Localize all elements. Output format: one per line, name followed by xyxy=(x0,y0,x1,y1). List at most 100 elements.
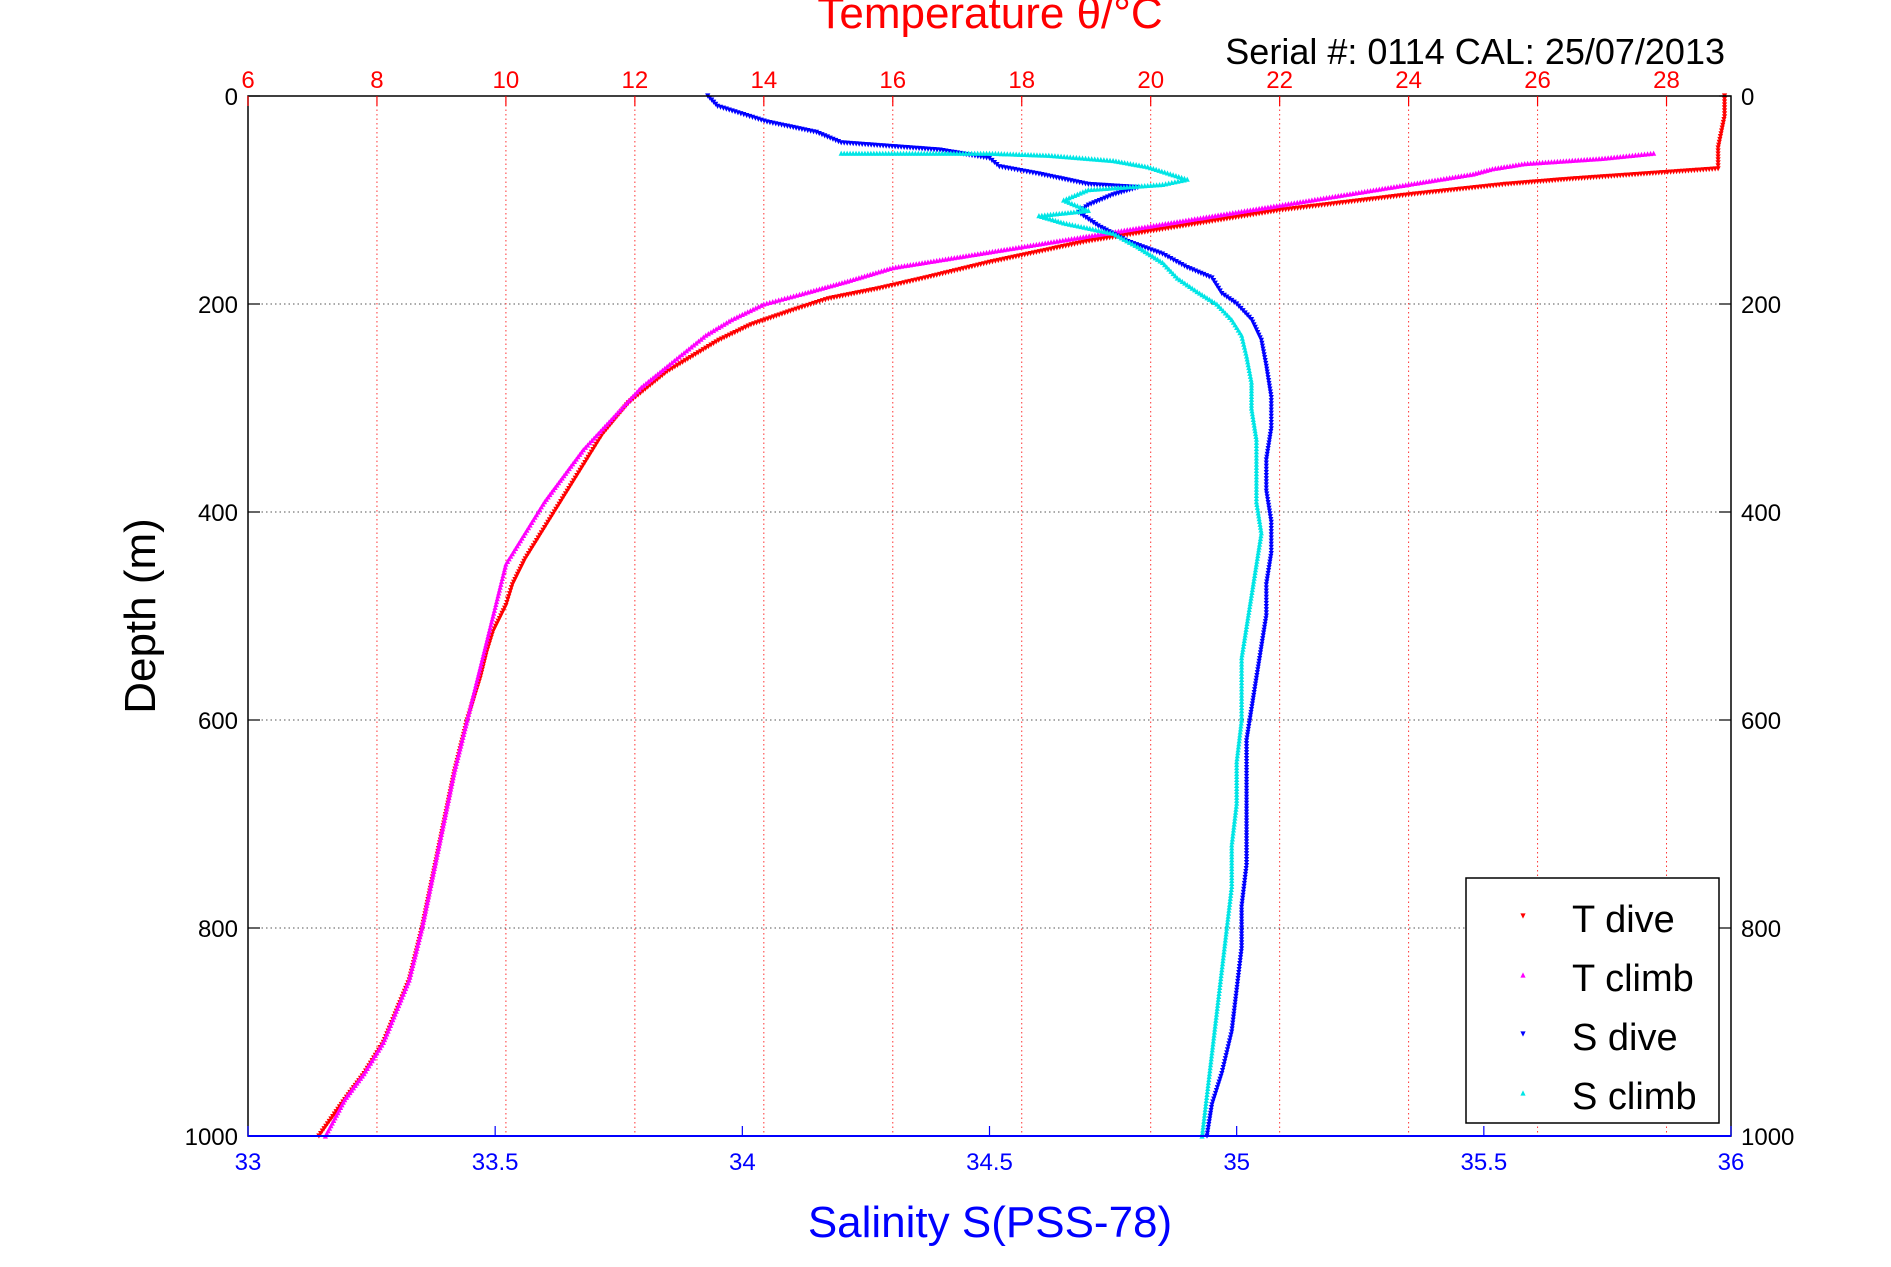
data-point xyxy=(1238,723,1244,729)
data-point xyxy=(1243,767,1250,774)
data-point xyxy=(1212,1023,1218,1029)
data-point xyxy=(438,834,444,840)
x-tick-label-top: 6 xyxy=(241,67,254,94)
data-point xyxy=(1218,1073,1224,1080)
data-point xyxy=(1243,753,1250,759)
data-point xyxy=(451,772,457,778)
data-point xyxy=(1239,689,1245,695)
data-point xyxy=(1225,1044,1231,1050)
data-point xyxy=(1268,516,1274,523)
data-point xyxy=(1267,434,1273,440)
data-point xyxy=(1228,886,1234,892)
data-point xyxy=(1257,653,1263,659)
data-point xyxy=(688,344,694,350)
data-point xyxy=(1214,1005,1220,1011)
data-point xyxy=(1256,544,1262,550)
data-point xyxy=(1716,139,1722,145)
data-point xyxy=(1265,446,1271,452)
data-point xyxy=(1204,1094,1210,1100)
data-point xyxy=(669,365,675,372)
data-point xyxy=(1179,261,1185,268)
data-point xyxy=(1074,203,1080,209)
data-point xyxy=(1264,579,1270,585)
data-point xyxy=(1207,1113,1213,1119)
data-point xyxy=(1243,744,1250,750)
data-point xyxy=(1715,148,1721,154)
data-point xyxy=(426,891,432,897)
data-point xyxy=(444,806,450,812)
data-point xyxy=(489,616,495,622)
data-point xyxy=(1715,151,1721,157)
data-point xyxy=(1265,448,1271,455)
data-point xyxy=(1268,532,1274,538)
data-point xyxy=(1229,868,1235,875)
data-point xyxy=(1200,1124,1206,1130)
data-point xyxy=(742,310,748,316)
data-point xyxy=(1083,204,1089,210)
data-point xyxy=(718,323,724,329)
data-point xyxy=(1239,910,1245,916)
data-point xyxy=(1204,1088,1210,1095)
data-point xyxy=(1244,732,1251,738)
data-point xyxy=(1247,712,1254,718)
data-point xyxy=(1243,791,1250,797)
data-point xyxy=(423,905,429,911)
data-point xyxy=(1243,842,1250,848)
data-point xyxy=(1243,863,1250,869)
data-point xyxy=(595,430,601,437)
data-point xyxy=(1142,248,1148,255)
data-point xyxy=(750,306,756,312)
data-point xyxy=(1242,874,1248,881)
data-point xyxy=(498,581,504,587)
data-point xyxy=(705,331,711,337)
data-point xyxy=(1223,928,1230,934)
data-point xyxy=(1252,428,1258,434)
data-point xyxy=(1241,886,1247,892)
data-point xyxy=(1234,759,1240,765)
data-point xyxy=(1184,282,1190,288)
data-point xyxy=(1257,521,1263,527)
data-point xyxy=(532,540,538,546)
data-point xyxy=(1176,260,1182,266)
data-point xyxy=(1248,390,1255,397)
data-point xyxy=(1209,1047,1215,1053)
data-point xyxy=(597,428,604,434)
data-point xyxy=(1228,892,1234,898)
data-point xyxy=(1239,919,1245,925)
data-point xyxy=(1246,609,1252,615)
data-point xyxy=(1239,676,1245,683)
data-point xyxy=(428,880,435,886)
data-point xyxy=(1217,1076,1223,1082)
data-point xyxy=(612,412,619,418)
data-point xyxy=(1715,145,1721,151)
data-point xyxy=(1252,567,1259,573)
data-point xyxy=(1268,551,1274,557)
data-point xyxy=(593,433,599,439)
legend-label-t-climb: T climb xyxy=(1572,958,1694,1000)
data-point xyxy=(483,639,490,645)
x-tick-label-top: 12 xyxy=(622,67,649,94)
data-point xyxy=(1159,251,1166,257)
data-point xyxy=(1232,812,1238,818)
data-point xyxy=(1266,380,1272,387)
data-point xyxy=(1231,821,1237,827)
data-point xyxy=(796,291,803,297)
data-point xyxy=(1177,277,1183,283)
data-point xyxy=(500,572,506,579)
data-point xyxy=(1239,673,1245,679)
data-point xyxy=(1080,189,1086,195)
data-point xyxy=(703,332,709,338)
data-point xyxy=(1243,815,1250,821)
data-point xyxy=(770,299,776,305)
data-point xyxy=(1252,430,1259,437)
data-point xyxy=(1218,972,1224,979)
legend-marker xyxy=(1520,1090,1526,1096)
data-point xyxy=(1243,865,1249,872)
data-point xyxy=(1221,952,1227,958)
x-tick-label-top: 16 xyxy=(879,67,906,94)
data-point xyxy=(708,342,714,348)
data-point xyxy=(1256,516,1262,522)
data-point xyxy=(1243,797,1250,803)
data-point xyxy=(1268,529,1274,535)
data-point xyxy=(1263,482,1269,488)
